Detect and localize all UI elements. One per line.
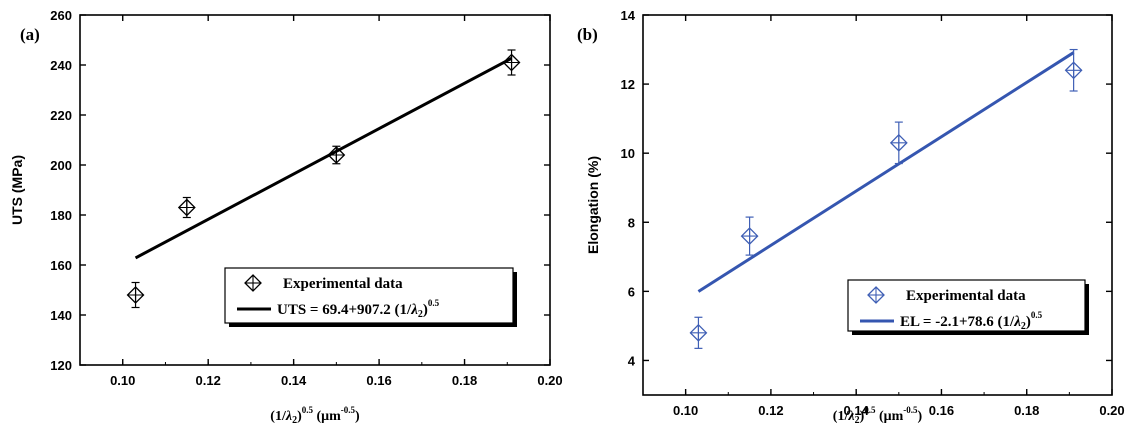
panel-b-legend-fit-close: ) xyxy=(1026,314,1031,330)
panel-a-x-axis-label-open: (1/ xyxy=(270,409,287,424)
panel-b-x-axis-label-exp: 0.5 xyxy=(864,405,876,415)
panel-a-x-tick-label: 0.16 xyxy=(366,373,391,388)
panel-a-label: (a) xyxy=(20,25,40,44)
panel-a-x-tick-label: 0.14 xyxy=(281,373,307,388)
panel-b-y-tick-label: 6 xyxy=(628,284,635,299)
panel-b-label: (b) xyxy=(577,25,598,44)
panel-a-y-tick-label: 200 xyxy=(50,158,72,173)
panel-b-x-tick-label: 0.10 xyxy=(673,403,698,418)
panel-a-x-axis-label-unit: (μm xyxy=(317,409,342,424)
panel-b-y-tick-label: 10 xyxy=(621,146,635,161)
panel-a-x-tick-label: 0.20 xyxy=(537,373,562,388)
panel-b-x-tick-label: 0.20 xyxy=(1099,403,1124,418)
panel-a-legend-fit-close: ) xyxy=(423,302,428,318)
panel-b-x-axis-label-open: (1/ xyxy=(833,409,850,424)
panel-a-legend-fit-label: UTS = 69.4+907.2 (1/λ2)0.5 xyxy=(277,298,440,320)
panel-a-x-axis-label-unit-close: ) xyxy=(355,409,360,424)
panel-b-x-axis-label-unit-close: ) xyxy=(918,409,923,424)
panel-b-x-tick-label: 0.18 xyxy=(1014,403,1039,418)
panel-a-x-tick-label: 0.12 xyxy=(196,373,221,388)
panel-a-legend: Experimental data UTS = 69.4+907.2 (1/λ2)… xyxy=(224,267,517,327)
panel-a-y-axis-label: UTS (MPa) xyxy=(9,155,25,225)
panel-a-legend-series-label: Experimental data xyxy=(283,276,403,292)
panel-b-x-tick-label: 0.16 xyxy=(929,403,954,418)
panel-b-fit-line xyxy=(697,51,1075,293)
panel-a-x-axis-label: (1/λ2)0.5 (μm-0.5) xyxy=(270,405,360,426)
panel-b-x-tick-label: 0.12 xyxy=(758,403,783,418)
panel-b-y-tick-label: 14 xyxy=(621,8,636,23)
panel-b-y-axis-label: Elongation (%) xyxy=(585,156,601,254)
panel-b-x-axis-label-lambda: λ xyxy=(847,409,854,424)
panel-a-x-tick-label: 0.18 xyxy=(452,373,477,388)
panel-a-x-axis-label-unit-exp: -0.5 xyxy=(341,405,356,415)
panel-b-legend: Experimental data EL = -2.1+78.6 (1/λ2)0.… xyxy=(847,279,1089,335)
panel-a-plot-frame xyxy=(79,14,551,366)
panel-a-y-tick-label: 140 xyxy=(50,308,72,323)
panel-b-legend-fit-prefix: EL = -2.1+78.6 (1/ xyxy=(900,314,1015,330)
panel-b-x-axis-label-close: ) xyxy=(860,409,865,424)
panel-b-legend-fit-exp: 0.5 xyxy=(1031,310,1043,320)
panel-b-legend-fit-lambda: λ xyxy=(1013,314,1021,330)
panel-a-legend-fit-lambda: λ xyxy=(410,302,418,318)
panel-b-x-axis-label: (1/λ2)0.5 (μm-0.5) xyxy=(833,405,923,426)
panel-a-x-axis-label-sub: 2 xyxy=(292,415,297,426)
panel-b-x-tick-label: 0.14 xyxy=(844,403,870,418)
panel-b-legend-fit-sub: 2 xyxy=(1021,321,1026,332)
panel-a-y-tick-label: 120 xyxy=(50,358,72,373)
panel-a-chart: 0.10 0.12 0.14 0.16 0.18 0.20 120 140 160 180 200 2… xyxy=(9,8,563,426)
panel-a-legend-box xyxy=(224,267,514,324)
panel-a-legend-fit-prefix: UTS = 69.4+907.2 (1/ xyxy=(277,302,412,318)
panel-b-x-axis-label-unit-exp: -0.5 xyxy=(903,405,918,415)
panel-a-x-tick-label: 0.10 xyxy=(110,373,135,388)
panel-b-y-tick-label: 4 xyxy=(628,353,636,368)
panel-b-y-tick-label: 12 xyxy=(621,77,635,92)
panel-a-y-tick-label: 260 xyxy=(50,8,72,23)
panel-a-legend-fit-exp: 0.5 xyxy=(428,298,440,308)
panel-a-x-axis-label-lambda: λ xyxy=(285,409,292,424)
panel-a-fit-line xyxy=(134,56,513,260)
panel-a-y-tick-label: 220 xyxy=(50,108,72,123)
panel-a-legend-fit-sub: 2 xyxy=(418,309,423,320)
panel-b-x-axis-label-unit: (μm xyxy=(879,409,904,424)
panel-b-legend-fit-label: EL = -2.1+78.6 (1/λ2)0.5 xyxy=(900,310,1043,332)
panel-a-y-tick-label: 160 xyxy=(50,258,72,273)
panel-b-chart: 0.10 0.12 0.14 0.16 0.18 0.20 4 6 8 10 12 14 (b) Elon… xyxy=(577,8,1125,426)
panel-a-x-axis-label-close: ) xyxy=(297,409,302,424)
panel-a-x-axis-label-exp: 0.5 xyxy=(302,405,314,415)
panel-a-y-tick-label: 180 xyxy=(50,208,72,223)
panel-b-y-tick-label: 8 xyxy=(628,215,635,230)
panel-b-legend-series-label: Experimental data xyxy=(906,288,1026,304)
panel-b-plot-frame xyxy=(642,14,1113,396)
panel-b-x-axis-label-sub: 2 xyxy=(855,415,860,426)
panel-a-y-tick-label: 240 xyxy=(50,58,72,73)
